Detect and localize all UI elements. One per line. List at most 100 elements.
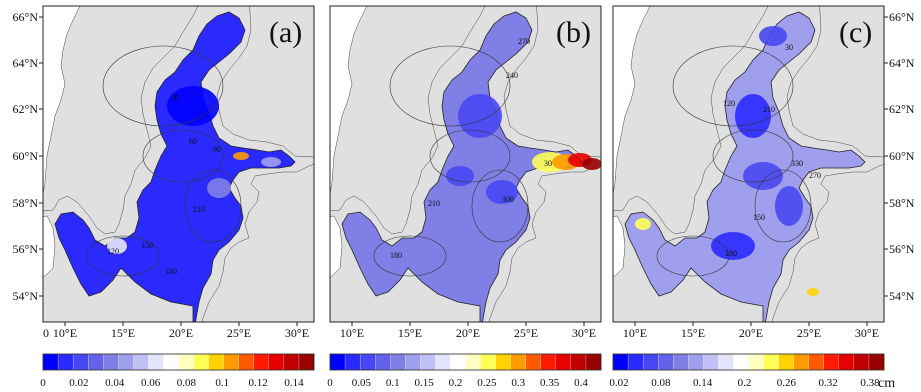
lon-tick-label: 15°E [111, 326, 135, 340]
colorbar-tick-label: 0.02 [609, 377, 628, 389]
sea-field-patch [107, 238, 127, 254]
contour-label: 60 [189, 137, 197, 146]
lat-tick-label: 66°N [13, 10, 39, 24]
colorbar-tick-label: 0.3 [511, 377, 525, 389]
sea-field-patch [635, 218, 651, 230]
colorbar-swatch [42, 353, 59, 371]
lat-tick-label: 62°N [13, 102, 39, 116]
colorbar-swatch [612, 353, 629, 371]
sea-field-patch [775, 186, 803, 226]
colorbar-unit: cm [878, 376, 895, 391]
colorbar-swatch [510, 353, 527, 371]
sweden-land [43, 6, 199, 235]
lon-tick-label: 30°E [572, 326, 596, 340]
contour-line [672, 45, 794, 127]
sea-field-patch [261, 157, 281, 167]
sea-field-patch [711, 232, 755, 260]
colorbar-swatch [238, 353, 255, 371]
contour-line [184, 169, 242, 243]
colorbar-tick-label: 0.15 [415, 377, 435, 389]
lat-tick-label: 62°N [889, 102, 915, 116]
contour-label: 180 [165, 267, 177, 276]
colorbar-tick-label: 0.1 [386, 377, 400, 389]
contour-label: 30 [544, 159, 552, 168]
lon-tick-label: 30°E [285, 326, 309, 340]
colorbar-tick-label: 0.2 [738, 377, 752, 389]
contour-label: 210 [428, 199, 440, 208]
map-panel-b: 270 240 30 300 180 210 (b) [330, 6, 601, 322]
panel-frame [329, 5, 602, 323]
colorbar-swatch [133, 353, 149, 371]
finland-land [216, 6, 314, 158]
colorbar-a: 0 0.02 0.04 0.06 0.08 0.1 0.12 0.14 [40, 353, 315, 389]
lon-tick-label: 20°E [739, 326, 763, 340]
panel-label: (b) [556, 16, 591, 49]
contour-line [389, 45, 511, 127]
lon-tick-label: 20°E [169, 326, 193, 340]
contour-line [86, 235, 160, 277]
panel-frame [42, 5, 315, 323]
baltic-states-land [201, 164, 314, 322]
colorbar-tick-label: 0.1 [215, 377, 229, 389]
colorbar-swatch [793, 353, 810, 371]
colorbar-swatch [555, 353, 572, 371]
colorbar-tick-label: 0.02 [69, 377, 88, 389]
colorbar-tick-label: 0.35 [540, 377, 560, 389]
finland-land [503, 6, 601, 158]
colorbar-swatch [570, 353, 587, 371]
colorbar-swatch [163, 353, 179, 371]
colorbar-swatch [688, 353, 704, 371]
colorbar-swatch [118, 353, 134, 371]
sea-field-patch [807, 288, 819, 296]
contour-label: 270 [518, 37, 530, 46]
contour-line [754, 169, 812, 243]
contour-label: 210 [193, 205, 205, 214]
colorbar-swatch [733, 353, 749, 371]
lat-tick-label: 58°N [13, 196, 39, 210]
baltic-states-land [771, 164, 884, 322]
sea-field-patch [167, 86, 219, 126]
colorbar-swatch [375, 353, 391, 371]
colorbar-swatch [72, 353, 89, 371]
contour-label: 240 [506, 71, 518, 80]
sea-field-patch [458, 94, 502, 138]
contour-line [712, 129, 794, 183]
colorbar-tick-label: 0.26 [777, 377, 797, 389]
contour-label: 30 [785, 43, 793, 52]
lat-tick-label: 56°N [13, 242, 39, 256]
colorbar-swatch [703, 353, 719, 371]
colorbar-swatch [57, 353, 74, 371]
colorbar-swatch [808, 353, 825, 371]
lon-tick-label: 25°E [514, 326, 538, 340]
colorbar-swatch [495, 353, 512, 371]
sea-field-patch [446, 166, 474, 186]
colorbar-swatch [465, 353, 482, 371]
lon-tick-label: 15°E [681, 326, 705, 340]
sea-field-patch [759, 26, 787, 46]
lon-tick-label: 15°E [398, 326, 422, 340]
contour-label: 180 [725, 249, 737, 258]
lat-tick-label: 60°N [13, 149, 39, 163]
colorbar-tick-label: 0.32 [819, 377, 838, 389]
colorbar-swatch [329, 353, 346, 371]
colorbar-swatch [585, 353, 602, 371]
panel-label: (a) [269, 16, 302, 49]
colorbar-swatch [193, 353, 210, 371]
colorbar-b: 0 0.05 0.1 0.15 0.2 0.25 0.3 0.35 0.4 [327, 353, 602, 389]
norway-land [613, 6, 650, 196]
colorbar-tick-label: 0.08 [651, 377, 671, 389]
colorbar-swatch [253, 353, 270, 371]
colorbar-swatch [823, 353, 840, 371]
lat-tick-label: 64°N [889, 56, 915, 70]
colorbar-swatch [627, 353, 644, 371]
colorbar-swatch [853, 353, 870, 371]
colorbar-swatch [673, 353, 689, 371]
colorbar-swatch [778, 353, 795, 371]
colorbar-swatch [148, 353, 164, 371]
lat-tick-label: 56°N [889, 242, 915, 256]
contour-line [471, 169, 529, 243]
lon-tick-label: 20°E [456, 326, 480, 340]
sweden-land [613, 6, 769, 235]
